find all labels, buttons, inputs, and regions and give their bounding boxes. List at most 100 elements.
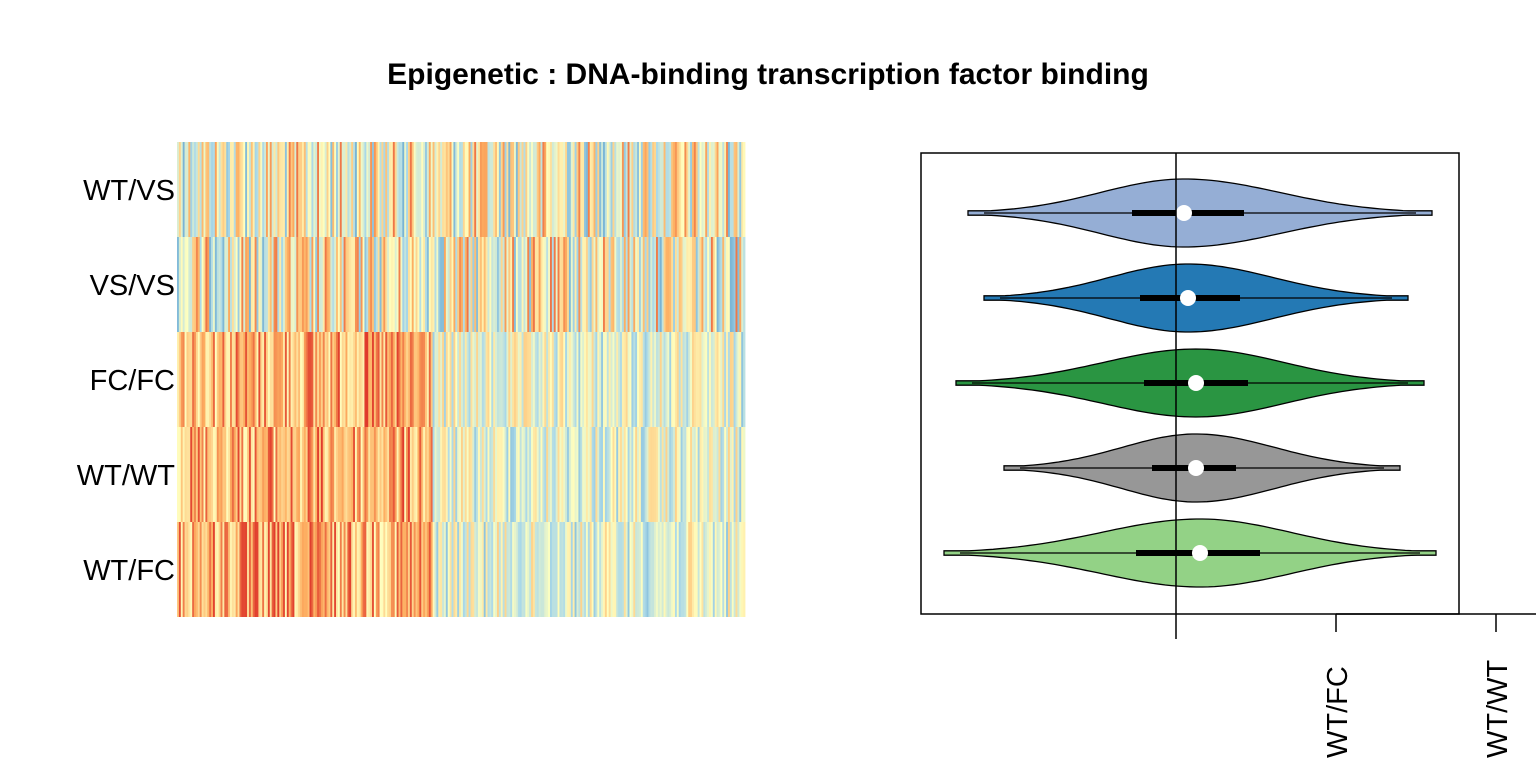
heatmap-cell bbox=[269, 332, 273, 427]
heatmap-cell bbox=[515, 522, 519, 617]
heatmap-cell bbox=[248, 427, 252, 522]
heatmap-cell bbox=[324, 427, 327, 522]
heatmap-cell bbox=[523, 332, 526, 427]
heatmap-cell bbox=[224, 522, 227, 617]
heatmap-cell bbox=[284, 332, 288, 427]
heatmap-cell bbox=[737, 427, 740, 522]
heatmap-cell bbox=[676, 427, 680, 522]
heatmap-cell bbox=[313, 522, 316, 617]
heatmap-cell bbox=[231, 237, 235, 332]
heatmap-cell bbox=[646, 427, 649, 522]
heatmap-cell bbox=[413, 142, 416, 237]
heatmap-cell bbox=[635, 332, 638, 427]
heatmap-cell bbox=[294, 427, 297, 522]
heatmap-cell bbox=[406, 332, 409, 427]
heatmap-cell bbox=[735, 237, 738, 332]
heatmap-cell bbox=[504, 522, 507, 617]
heatmap-cell bbox=[610, 332, 613, 427]
heatmap-cell bbox=[603, 522, 606, 617]
heatmap-cell bbox=[718, 332, 721, 427]
heatmap-cell bbox=[356, 332, 360, 427]
heatmap-cell bbox=[656, 427, 659, 522]
heatmap-cell bbox=[447, 522, 451, 617]
heatmap-cell bbox=[720, 427, 723, 522]
heatmap-cell bbox=[315, 142, 318, 237]
heatmap-cell bbox=[508, 332, 511, 427]
violins bbox=[943, 178, 1437, 588]
heatmap-cell bbox=[457, 237, 460, 332]
heatmap-cell bbox=[197, 427, 201, 522]
heatmap-cell bbox=[233, 427, 237, 522]
heatmap-cell bbox=[305, 142, 309, 237]
heatmap-cell bbox=[663, 427, 666, 522]
heatmap-cell bbox=[553, 427, 557, 522]
heatmap-cell bbox=[341, 332, 345, 427]
heatmap-cell bbox=[576, 522, 579, 617]
heatmap-cell bbox=[646, 332, 649, 427]
heatmap-cell bbox=[691, 522, 695, 617]
heatmap-cell bbox=[523, 237, 526, 332]
heatmap-cell bbox=[724, 522, 727, 617]
heatmap-cell bbox=[339, 332, 343, 427]
heatmap-cell bbox=[546, 522, 549, 617]
heatmap-cell bbox=[322, 332, 326, 427]
heatmap-cell bbox=[336, 427, 339, 522]
heatmap-cell bbox=[629, 332, 632, 427]
heatmap-cell bbox=[322, 142, 326, 237]
heatmap-cell bbox=[574, 522, 577, 617]
heatmap-cell bbox=[453, 332, 456, 427]
heatmap-cell bbox=[438, 427, 441, 522]
heatmap-cell bbox=[313, 332, 316, 427]
heatmap-cell bbox=[390, 332, 394, 427]
heatmap-cell bbox=[690, 332, 693, 427]
heatmap-cell bbox=[362, 427, 365, 522]
heatmap-cells bbox=[177, 142, 746, 617]
heatmap-cell bbox=[188, 522, 191, 617]
heatmap-cell bbox=[472, 142, 475, 237]
heatmap-cell bbox=[250, 427, 254, 522]
heatmap-cell bbox=[686, 332, 689, 427]
heatmap-cell bbox=[529, 237, 532, 332]
heatmap-cell bbox=[209, 332, 212, 427]
heatmap-cell bbox=[194, 427, 197, 522]
heatmap-cell bbox=[654, 237, 657, 332]
heatmap-cell bbox=[396, 332, 399, 427]
heatmap-cell bbox=[222, 332, 225, 427]
heatmap-cell bbox=[235, 427, 238, 522]
heatmap-cell bbox=[443, 522, 447, 617]
heatmap-cell bbox=[309, 142, 312, 237]
heatmap-cell bbox=[495, 142, 498, 237]
heatmap-cell bbox=[392, 332, 396, 427]
heatmap-cell bbox=[489, 237, 492, 332]
heatmap-cell bbox=[381, 142, 384, 237]
heatmap-cell bbox=[714, 332, 717, 427]
heatmap-cell bbox=[693, 142, 697, 237]
heatmap-cell bbox=[358, 142, 362, 237]
heatmap-cell bbox=[430, 522, 433, 617]
heatmap-cell bbox=[472, 237, 475, 332]
heatmap-cell bbox=[178, 237, 182, 332]
heatmap-cell bbox=[582, 332, 585, 427]
heatmap-cell bbox=[690, 522, 693, 617]
heatmap-cell bbox=[544, 142, 547, 237]
heatmap-cell bbox=[703, 142, 706, 237]
heatmap-cell bbox=[332, 332, 335, 427]
heatmap-cell bbox=[538, 522, 541, 617]
heatmap-cell bbox=[178, 522, 182, 617]
heatmap-cell bbox=[585, 332, 589, 427]
heatmap-cell bbox=[434, 522, 437, 617]
heatmap-cell bbox=[629, 142, 632, 237]
heatmap-cell bbox=[576, 427, 579, 522]
heatmap-cell bbox=[546, 332, 549, 427]
heatmap-cell bbox=[356, 522, 360, 617]
heatmap-cell bbox=[502, 142, 505, 237]
heatmap-cell bbox=[479, 427, 483, 522]
heatmap-cell bbox=[288, 522, 291, 617]
heatmap-cell bbox=[678, 332, 682, 427]
heatmap-cell bbox=[425, 522, 428, 617]
heatmap-cell bbox=[483, 427, 487, 522]
heatmap-cell bbox=[489, 427, 492, 522]
heatmap-cell bbox=[498, 142, 502, 237]
heatmap-cell bbox=[570, 427, 574, 522]
heatmap-cell bbox=[203, 237, 206, 332]
